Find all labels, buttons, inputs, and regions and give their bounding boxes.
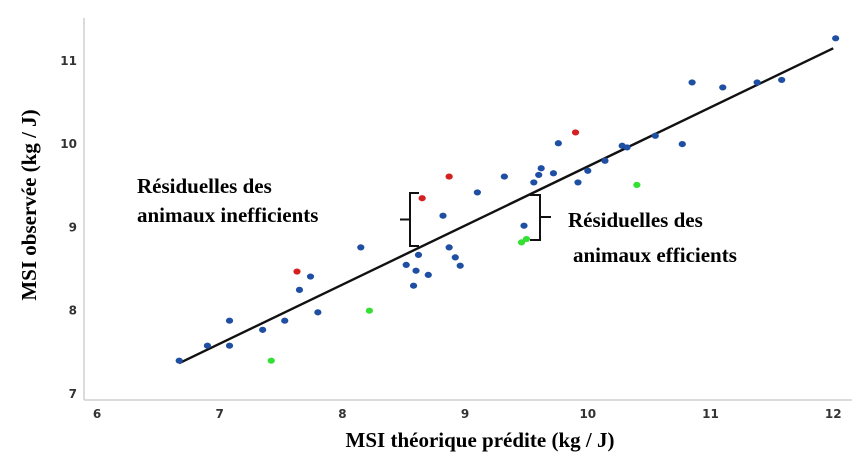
blue-data-point: [584, 167, 592, 174]
y-axis-title: MSI observée (kg / J): [17, 109, 41, 300]
blue-data-point: [778, 76, 786, 84]
annotation-efficient-line1: Résiduelles des: [568, 208, 703, 232]
blue-data-point: [530, 179, 538, 186]
red-data-point: [445, 173, 453, 180]
residual-bracket-inefficient: [400, 192, 419, 247]
red-data-point: [418, 195, 426, 202]
blue-data-point: [412, 267, 420, 274]
x-tick-label: 11: [702, 407, 719, 421]
blue-data-point: [500, 173, 508, 180]
red-data-point: [571, 129, 580, 136]
blue-data-point: [719, 84, 727, 91]
blue-data-point: [574, 179, 582, 186]
blue-data-point: [424, 271, 432, 278]
y-tick-label: 11: [60, 54, 77, 68]
blue-data-point: [281, 317, 289, 324]
blue-data-point: [688, 79, 696, 86]
annotation-inefficient-line2: animaux inefficients: [137, 203, 318, 227]
blue-data-point: [549, 170, 558, 177]
y-tick-labels: 7 8 9 10 11: [60, 54, 77, 401]
x-tick-label: 10: [579, 407, 596, 421]
blue-data-point: [225, 317, 234, 324]
y-tick-label: 9: [69, 220, 77, 234]
blue-data-point: [520, 222, 528, 229]
green-data-point: [267, 357, 275, 364]
blue-data-point: [175, 357, 183, 364]
green-data-point: [517, 239, 526, 246]
annotation-inefficient-line1: Résiduelles des: [137, 174, 272, 198]
blue-data-point: [314, 309, 322, 316]
blue-data-point: [456, 262, 464, 269]
blue-data-point: [554, 140, 562, 147]
blue-data-point: [402, 261, 410, 268]
x-tick-label: 12: [825, 407, 842, 421]
y-tick-label: 7: [69, 387, 77, 401]
y-tick-label: 8: [69, 304, 77, 318]
blue-data-point: [678, 141, 686, 148]
x-axis-title: MSI théorique prédite (kg / J): [346, 428, 615, 452]
blue-data-point: [409, 282, 418, 289]
blue-data-point: [203, 342, 212, 349]
green-data-point: [633, 181, 641, 189]
x-tick-labels: 6 7 8 9 10 11 12: [93, 407, 842, 421]
blue-data-point: [439, 212, 447, 219]
blue-data-point: [451, 254, 459, 261]
blue-data-point: [623, 144, 631, 151]
blue-data-point: [259, 326, 267, 333]
green-data-point: [365, 307, 373, 314]
residual-bracket-efficient: [530, 194, 551, 241]
blue-data-point: [753, 79, 761, 86]
x-tick-label: 8: [338, 407, 346, 421]
blue-data-point: [473, 189, 481, 196]
axis-lines: [83, 18, 852, 401]
blue-data-point: [537, 165, 545, 172]
blue-data-point: [651, 132, 659, 139]
blue-data-point: [357, 244, 365, 251]
blue-data-point: [601, 157, 609, 164]
regression-line: [178, 47, 834, 365]
blue-data-point: [535, 171, 543, 179]
blue-data-point: [225, 342, 234, 349]
green-data-point: [522, 235, 531, 243]
blue-data-point: [445, 244, 453, 251]
blue-data-point: [414, 251, 423, 258]
blue-data-point: [295, 286, 304, 293]
blue-data-point: [306, 273, 315, 280]
data-points: [175, 35, 840, 364]
y-tick-label: 10: [60, 137, 77, 151]
annotation-efficient-line2: animaux efficients: [573, 243, 737, 267]
blue-data-point: [832, 35, 840, 42]
x-tick-label: 6: [93, 407, 101, 421]
red-data-point: [293, 268, 301, 275]
x-tick-label: 7: [216, 407, 224, 421]
x-tick-label: 9: [461, 407, 469, 421]
